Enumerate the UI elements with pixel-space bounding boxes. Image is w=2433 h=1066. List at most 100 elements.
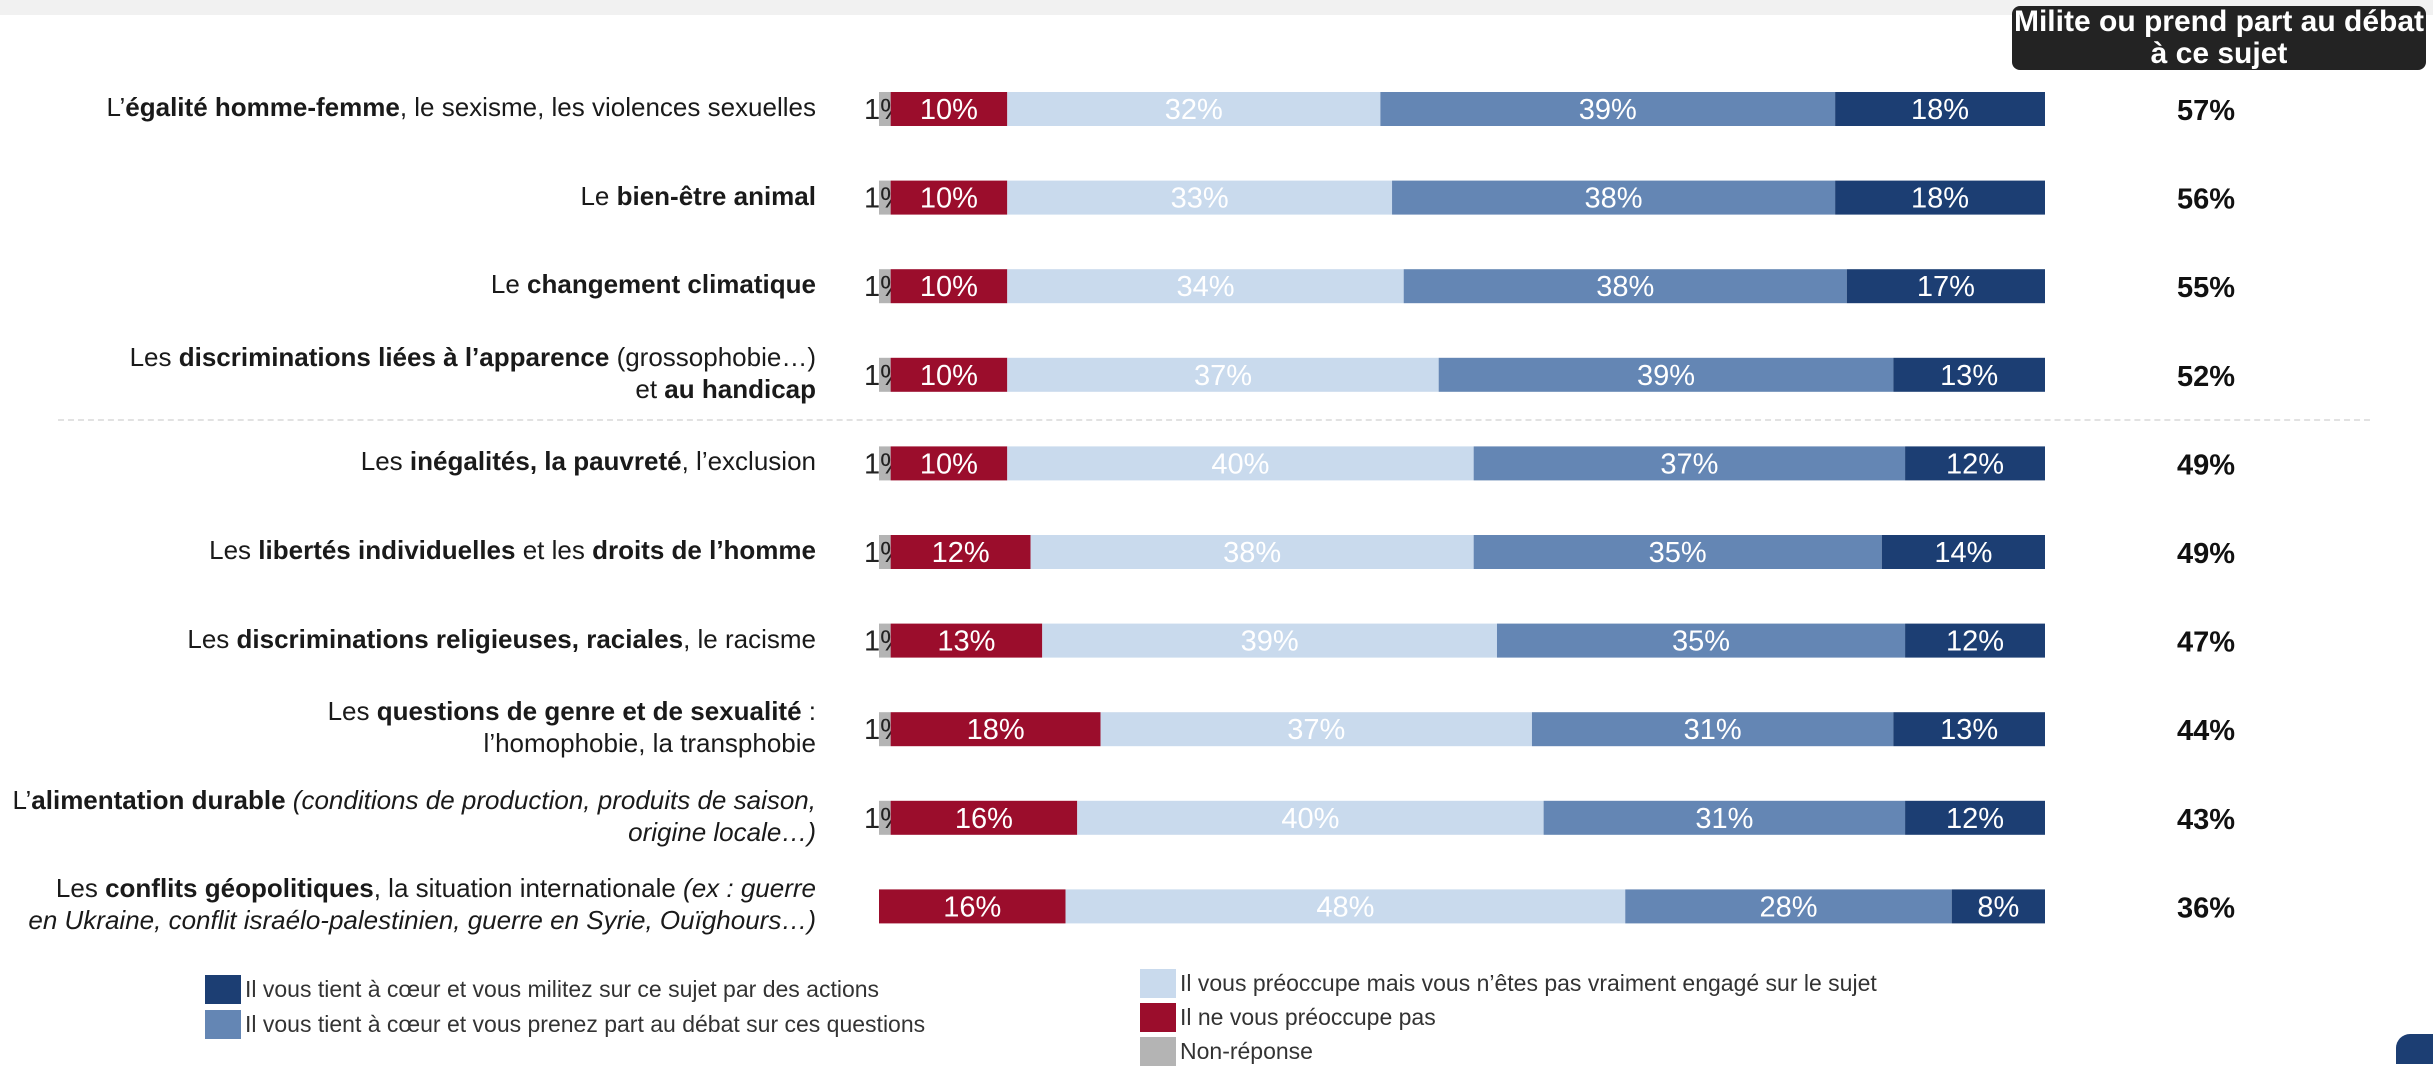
- bar-segment-nonresponse: [879, 269, 891, 304]
- data-label-debate: 28%: [1759, 891, 1817, 923]
- bar-segment-debate: [1543, 800, 1906, 835]
- row-label: Les inégalités, la pauvreté, l’exclusion: [0, 445, 816, 477]
- row-label-part: alimentation durable: [31, 784, 286, 815]
- row-label-part: bien-être animal: [616, 180, 816, 211]
- data-label-debate: 38%: [1585, 183, 1643, 215]
- row-label-part: L’: [12, 784, 32, 815]
- data-label-not-concerned: 10%: [920, 183, 978, 215]
- bar-segment-debate: [1380, 92, 1836, 126]
- row-label-part: Le: [580, 180, 617, 211]
- bar-segment-action: [1835, 92, 2045, 126]
- militant-column-header: Milite ou prend part au débat à ce sujet: [2012, 6, 2426, 70]
- row-label-part: et les: [515, 535, 593, 565]
- data-label-not-concerned: 18%: [967, 714, 1025, 746]
- data-label-action: 12%: [1946, 626, 2004, 658]
- row-label-part: en Ukraine, conflit israélo-palestinien,…: [28, 905, 816, 936]
- legend-swatch-debate: [205, 1010, 241, 1039]
- data-label-action: 13%: [1940, 714, 1998, 746]
- row-label-part: inégalités, la pauvreté: [409, 446, 682, 477]
- bar-segment-action: [1893, 357, 2045, 392]
- row-label-part: , l’exclusion: [681, 446, 816, 477]
- row-label: L’alimentation durable (conditions de pr…: [0, 784, 816, 848]
- bar-segment-nonresponse: [879, 446, 891, 481]
- bar-segment-action: [1881, 535, 2045, 569]
- total-value: 47%: [2177, 627, 2235, 659]
- bar-segment-action: [1905, 623, 2045, 658]
- row-label: L’égalité homme-femme, le sexisme, les v…: [0, 91, 816, 123]
- bar-segment-action: [1951, 889, 2045, 924]
- row-label-part: Les: [129, 341, 179, 372]
- row-label-part: questions de genre et de sexualité: [376, 696, 802, 727]
- row-label-part: Les: [187, 623, 237, 654]
- bar-segment-debate: [1625, 889, 1952, 924]
- bar-segment-concerned: [1077, 800, 1544, 835]
- bar-segment-concerned: [1030, 535, 1474, 569]
- legend-item-concerned: Il vous préoccupe mais vous n’êtes pas v…: [1140, 969, 1877, 998]
- row-label-part: Les: [209, 535, 259, 565]
- data-label-action: 18%: [1911, 183, 1969, 215]
- data-label-action: 18%: [1911, 94, 1969, 126]
- row-label-part: droits de l’homme: [592, 535, 816, 565]
- row-label: Les libertés individuelles et les droits…: [0, 534, 816, 566]
- bar-segment-not-concerned: [890, 800, 1078, 835]
- data-label-not-concerned: 13%: [937, 626, 995, 658]
- data-label-debate: 39%: [1637, 360, 1695, 392]
- data-label-concerned: 32%: [1165, 94, 1223, 126]
- legend-item-nonresponse: Non-réponse: [1140, 1037, 1313, 1066]
- row-label-part: changement climatique: [527, 269, 816, 300]
- legend-label-concerned: Il vous préoccupe mais vous n’êtes pas v…: [1180, 970, 1877, 996]
- data-label-action: 8%: [1977, 891, 2019, 923]
- bar-segment-concerned: [1007, 269, 1404, 304]
- bar-segment-not-concerned: [890, 623, 1043, 658]
- bar-segment-debate: [1473, 535, 1882, 569]
- data-label-concerned: 38%: [1223, 537, 1281, 569]
- bar-segment-concerned: [1007, 446, 1474, 481]
- bar-segment-concerned: [1100, 712, 1532, 747]
- row-label-part: l’homophobie, la transphobie: [483, 728, 816, 759]
- data-label-not-concerned: 12%: [932, 537, 990, 569]
- row-label-part: (ex : guerre: [683, 873, 816, 904]
- data-label-concerned: 37%: [1287, 714, 1345, 746]
- data-label-concerned: 40%: [1211, 448, 1269, 480]
- row-label: Le changement climatique: [0, 268, 816, 300]
- data-label-debate: 39%: [1579, 94, 1637, 126]
- data-label-not-concerned: 16%: [943, 891, 1001, 923]
- bar-segment-nonresponse: [879, 357, 891, 392]
- row-label-part: , le sexisme, les violences sexuelles: [399, 92, 816, 122]
- data-label-concerned: 34%: [1176, 271, 1234, 303]
- row-label-part: conflits géopolitiques: [105, 873, 374, 904]
- data-label-not-concerned: 16%: [955, 803, 1013, 835]
- legend-label-action: Il vous tient à cœur et vous militez sur…: [245, 976, 880, 1002]
- row-label-part: Les: [327, 696, 377, 727]
- bar-segment-nonresponse: [879, 712, 891, 747]
- data-label-not-concerned: 10%: [920, 448, 978, 480]
- bar-segment-concerned: [1007, 180, 1393, 215]
- data-label-not-concerned: 10%: [920, 360, 978, 392]
- total-value: 57%: [2177, 95, 2235, 127]
- data-label-debate: 35%: [1672, 626, 1730, 658]
- row-label: Les conflits géopolitiques, la situation…: [0, 872, 816, 936]
- militant-column-header-label: Milite ou prend part au débat à ce sujet: [2013, 5, 2425, 70]
- bar-segment-concerned: [1042, 623, 1497, 658]
- bar-segment-not-concerned: [890, 357, 1008, 392]
- top-strip: [0, 0, 2433, 15]
- data-label-debate: 37%: [1660, 448, 1718, 480]
- total-value: 43%: [2177, 804, 2235, 836]
- data-label-debate: 31%: [1695, 803, 1753, 835]
- bar-segment-concerned: [1065, 889, 1626, 924]
- legend-item-action: Il vous tient à cœur et vous militez sur…: [205, 975, 879, 1004]
- legend-label-nonresponse: Non-réponse: [1180, 1038, 1313, 1064]
- data-label-concerned: 48%: [1316, 891, 1374, 923]
- total-value: 56%: [2177, 184, 2235, 216]
- row-label-part: égalité homme-femme: [125, 92, 400, 122]
- legend-swatch-action: [205, 975, 241, 1004]
- row-label: Les discriminations religieuses, raciale…: [0, 623, 816, 655]
- legend-item-not-concerned: Il ne vous préoccupe pas: [1140, 1003, 1436, 1032]
- row-label-part: (conditions de production, produits de s…: [292, 784, 816, 815]
- data-label-debate: 35%: [1649, 537, 1707, 569]
- bar-segment-not-concerned: [890, 180, 1008, 215]
- bar-segment-debate: [1531, 712, 1894, 747]
- total-value: 44%: [2177, 715, 2235, 747]
- row-label-part: , la situation internationale: [373, 873, 684, 904]
- data-label-concerned: 33%: [1171, 183, 1229, 215]
